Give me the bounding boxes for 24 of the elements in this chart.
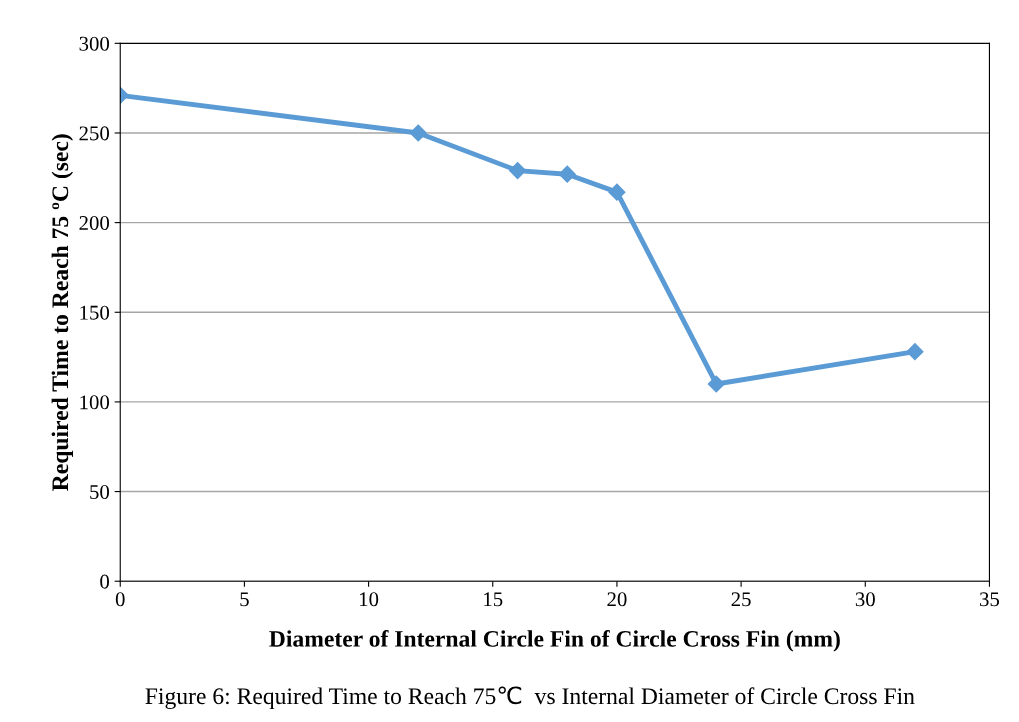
point (509, 162, 527, 180)
point (558, 165, 576, 183)
y-tick-label: 0 (100, 574, 110, 589)
y-tick-label: 200 (79, 215, 110, 231)
x-tick-label: 20 (607, 592, 627, 607)
point (409, 124, 427, 142)
point (906, 343, 924, 361)
x-tick-label: 30 (855, 592, 875, 607)
x-tick-label: 0 (115, 592, 125, 607)
x-tick-label: 10 (360, 592, 379, 607)
y-tick-label: 300 (79, 36, 110, 51)
x-tick-label: 5 (240, 592, 249, 607)
y-tick-label: 150 (80, 305, 110, 320)
y-tick-label: 50 (90, 484, 110, 499)
x-tick-label: 35 (980, 592, 1000, 607)
y-tick-label: 100 (80, 395, 110, 410)
x-tick-label: 25 (731, 592, 751, 607)
x-axis-title: Diameter of Internal Circle Fin of Circle Cross Fin (mm) (269, 629, 840, 652)
y-tick-label: 250 (79, 126, 110, 141)
y-axis-title: Required Time to Reach 75 ºC (sec) (51, 134, 74, 491)
caption: Figure 6: Required Time to Reach 75℃ vs Internal Diameter of Circle Cross Fin (145, 686, 915, 710)
x-tick-label: 15 (484, 592, 503, 607)
point (608, 183, 626, 201)
point (707, 375, 725, 393)
